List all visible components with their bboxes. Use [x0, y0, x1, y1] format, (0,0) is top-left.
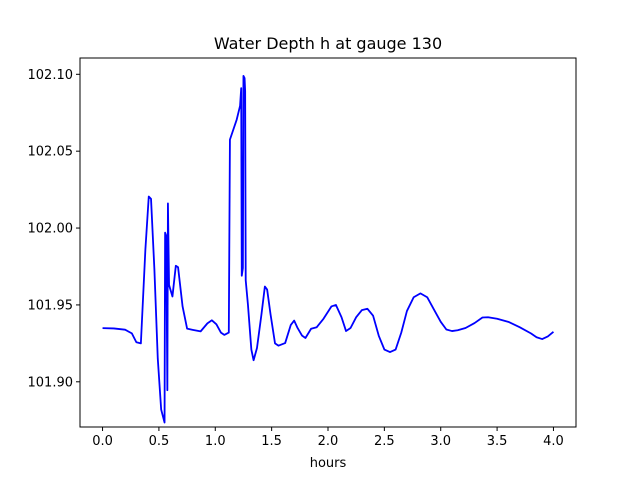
y-tick-label: 102.05 [28, 145, 74, 160]
chart-title: Water Depth h at gauge 130 [214, 34, 442, 53]
y-tick-label: 102.10 [28, 68, 74, 83]
y-tick-label: 101.90 [28, 375, 74, 390]
x-tick-label: 1.5 [261, 434, 282, 449]
x-tick-label: 0.0 [92, 434, 113, 449]
x-tick-label: 2.0 [318, 434, 339, 449]
y-tick-label: 101.95 [28, 298, 74, 313]
y-tick-label: 102.00 [28, 222, 74, 237]
x-tick-label: 1.0 [205, 434, 226, 449]
x-tick-label: 0.5 [149, 434, 170, 449]
y-axis: 101.90 101.95 102.00 102.05 102.10 [28, 68, 80, 390]
x-tick-label: 3.5 [487, 434, 508, 449]
x-axis: 0.0 0.5 1.0 1.5 2.0 2.5 3.0 3.5 4.0 [92, 427, 564, 449]
x-tick-label: 4.0 [543, 434, 564, 449]
series-layer [102, 74, 555, 424]
x-tick-label: 2.5 [374, 434, 395, 449]
x-tick-label: 3.0 [430, 434, 451, 449]
series-line-1 [102, 74, 555, 424]
x-axis-label: hours [310, 456, 347, 471]
